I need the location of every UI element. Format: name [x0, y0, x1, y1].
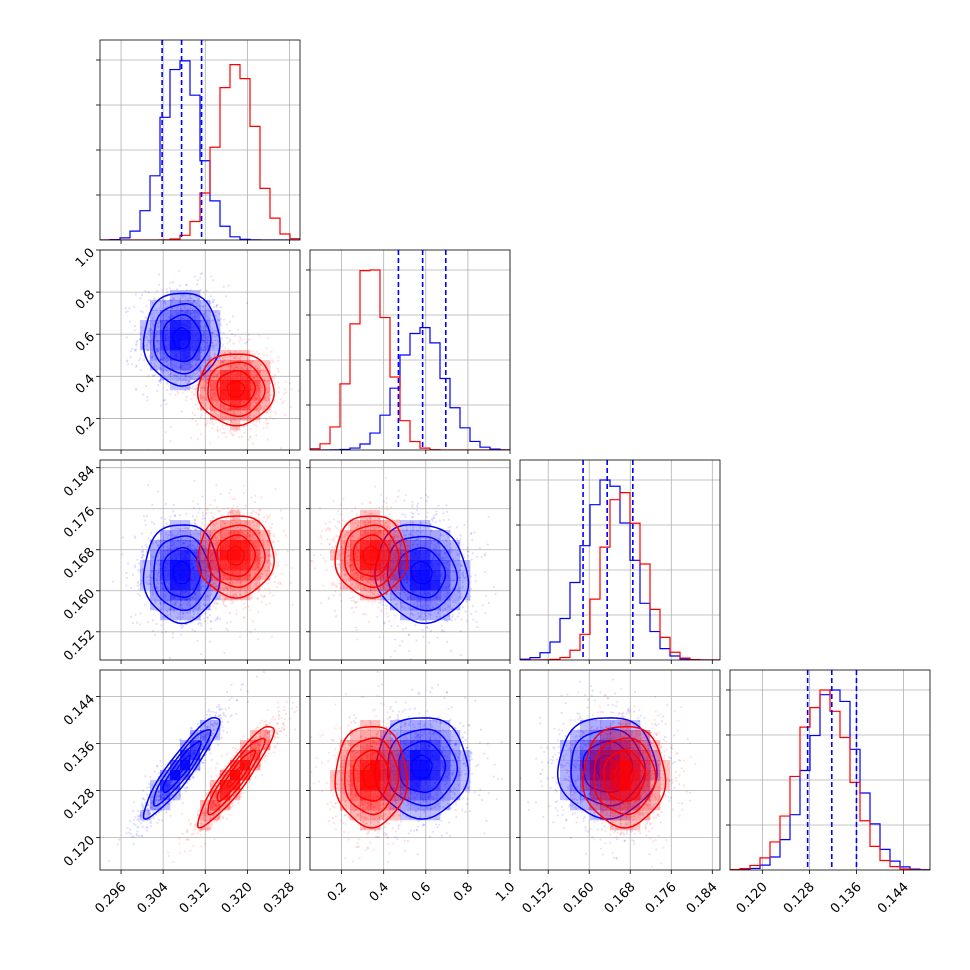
y-tick-label: 0.152 [61, 627, 98, 664]
contours-red [196, 725, 275, 829]
y-tick-label: 0.6 [73, 330, 98, 355]
x-tick-label: 0.160 [561, 880, 598, 917]
y-tick-label: 0.8 [73, 288, 98, 313]
histogram-red [730, 689, 930, 870]
x-tick-label: 0.128 [781, 880, 818, 917]
y-tick-label: 0.128 [61, 786, 98, 823]
panel-2-0: 0.152 0.160 0.168 0.176 0.184 [61, 459, 301, 664]
panel-3-1: 0.2 0.4 0.6 0.8 1.0 [306, 669, 518, 905]
histogram-blue [310, 327, 510, 450]
panel-frame [729, 669, 931, 871]
histogram-red [520, 492, 720, 660]
panel-frame [99, 669, 301, 871]
x-tick-label: 0.144 [875, 880, 912, 917]
x-tick-label: 0.304 [135, 880, 172, 917]
panel-frame [99, 459, 301, 661]
contours-red [196, 353, 275, 427]
x-tick-label: 0.6 [409, 880, 434, 905]
contours-red [334, 726, 409, 829]
panel-frame [99, 39, 301, 241]
x-tick-label: 0.136 [828, 880, 865, 917]
x-tick-label: 0.312 [177, 880, 214, 917]
y-tick-label: 0.168 [61, 545, 98, 582]
panel-1-1 [306, 249, 511, 454]
x-tick-label: 1.0 [493, 880, 518, 905]
x-tick-label: 0.152 [520, 880, 557, 917]
x-tick-label: 0.328 [261, 880, 298, 917]
x-tick-label: 0.168 [602, 880, 639, 917]
panel-3-0: 0.296 0.304 0.312 0.320 0.328 0.120 0.128 0.136… [61, 669, 301, 917]
y-tick-label: 0.2 [73, 414, 98, 439]
x-tick-label: 0.320 [219, 880, 256, 917]
x-tick-label: 0.120 [734, 880, 771, 917]
panel-frame [519, 459, 721, 661]
y-tick-label: 0.160 [61, 586, 98, 623]
contours-red [582, 726, 667, 829]
x-tick-label: 0.2 [325, 880, 350, 905]
x-tick-label: 0.8 [451, 880, 476, 905]
y-tick-label: 0.184 [61, 463, 98, 500]
y-tick-label: 0.120 [61, 833, 98, 870]
grid-lines [100, 670, 300, 870]
panel-frame [309, 669, 511, 871]
panel-frame [309, 459, 511, 661]
x-tick-label: 0.184 [684, 880, 721, 917]
panel-3-3: 0.120 0.128 0.136 0.144 [726, 669, 931, 917]
x-tick-label: 0.4 [367, 880, 392, 905]
grid-lines [310, 250, 511, 450]
contours-red [334, 515, 409, 599]
contours-blue [142, 717, 221, 820]
y-tick-label: 0.4 [73, 372, 98, 397]
panel-frame [309, 249, 511, 451]
contours-blue [142, 524, 221, 625]
panel-3-2: 0.152 0.160 0.168 0.176 0.184 [516, 669, 721, 917]
panel-1-0: 0.2 0.4 0.6 0.8 1.0 [73, 245, 301, 454]
panel-2-2 [516, 459, 721, 664]
x-tick-label: 0.296 [92, 880, 129, 917]
contours-red [196, 515, 275, 599]
y-tick-label: 0.136 [61, 739, 98, 776]
y-tick-label: 1.0 [73, 245, 98, 270]
panel-frame [519, 669, 721, 871]
x-tick-label: 0.176 [643, 880, 680, 917]
y-tick-label: 0.144 [61, 692, 98, 729]
panel-frame [99, 249, 301, 451]
y-tick-label: 0.176 [61, 504, 98, 541]
panel-2-1 [306, 459, 511, 664]
contours-blue [142, 292, 221, 387]
panel-0-0 [96, 39, 301, 244]
